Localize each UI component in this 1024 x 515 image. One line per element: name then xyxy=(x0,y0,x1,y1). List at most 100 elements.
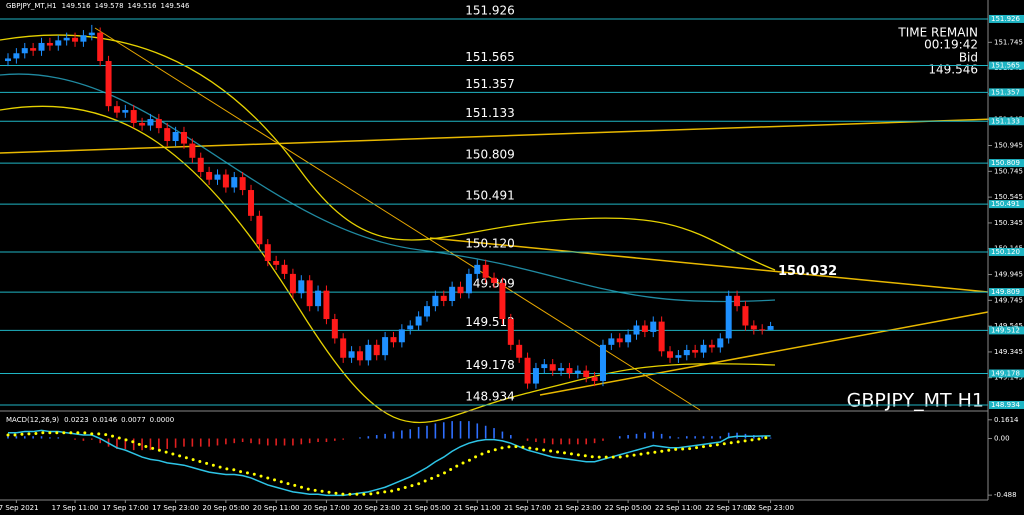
level-tag-label: 150.491 xyxy=(991,200,1020,208)
candle-body xyxy=(172,131,179,142)
macd-histogram-bar xyxy=(158,438,160,449)
macd-histogram-bar xyxy=(769,437,772,439)
macd-histogram-bar xyxy=(258,438,261,445)
candle-body xyxy=(658,321,665,352)
level-label: 149.809 xyxy=(465,277,515,291)
y-tick-label: 150.945 xyxy=(994,142,1023,150)
candle-body xyxy=(214,174,221,180)
moving-average xyxy=(0,73,776,303)
macd-histogram-bar xyxy=(417,426,420,439)
macd-y-tick-label: -0.488 xyxy=(994,491,1017,499)
candle-body xyxy=(147,119,154,126)
level-tag xyxy=(989,61,1024,70)
macd-histogram-bar xyxy=(317,438,319,442)
candle-body xyxy=(424,306,430,317)
macd-histogram-bar xyxy=(325,438,328,442)
macd-histogram-bar xyxy=(459,421,462,439)
macd-histogram-bar xyxy=(116,438,118,449)
candle-body xyxy=(558,368,565,371)
macd-histogram-bar xyxy=(342,438,344,440)
macd-histogram-bar xyxy=(694,436,696,439)
candle-body xyxy=(415,316,422,326)
macd-histogram-bar xyxy=(132,438,135,451)
candle-body xyxy=(21,48,28,54)
macd-histogram-bar xyxy=(442,422,445,439)
candle-body xyxy=(457,286,464,294)
macd-histogram-bar xyxy=(685,436,688,439)
y-tick-label: 150.745 xyxy=(994,167,1023,175)
candle-body xyxy=(273,260,280,265)
candle-body xyxy=(449,286,456,301)
level-label: 151.357 xyxy=(465,77,515,91)
level-tag-label: 151.357 xyxy=(991,88,1020,96)
macd-histogram-bar xyxy=(677,437,680,439)
macd-histogram-bar xyxy=(426,425,428,439)
candle-body xyxy=(189,143,196,158)
candle-body xyxy=(222,174,229,188)
macd-histogram-bar xyxy=(375,435,378,439)
macd-histogram-bar xyxy=(183,438,185,447)
candle-body xyxy=(55,40,62,46)
candle-body xyxy=(507,319,514,345)
candle-body xyxy=(180,131,187,144)
macd-histogram-bar xyxy=(468,421,470,439)
candle-body xyxy=(239,177,246,191)
candle-body xyxy=(708,344,715,348)
macd-histogram-bar xyxy=(334,438,336,441)
candle-body xyxy=(248,190,255,216)
macd-histogram-bar xyxy=(660,433,663,439)
x-tick-label: 22 Sep 17:00 xyxy=(705,504,752,512)
trend-line xyxy=(539,311,989,396)
macd-histogram-bar xyxy=(241,438,244,442)
macd-y-tick-label: 0.00 xyxy=(994,435,1010,443)
macd-histogram-bar xyxy=(669,436,671,439)
candle-body xyxy=(633,325,640,335)
candle-body xyxy=(323,290,330,320)
trend-lines xyxy=(0,27,1024,424)
candle-body xyxy=(130,110,137,123)
candle-body xyxy=(46,42,53,46)
level-label: 149.512 xyxy=(465,315,515,329)
level-tag-label: 151.133 xyxy=(991,117,1020,125)
candle-body xyxy=(197,157,204,172)
price-annotation: 150.032 xyxy=(778,264,837,279)
macd-histogram-bar xyxy=(191,438,194,447)
level-label: 151.926 xyxy=(465,3,515,17)
candle-body xyxy=(231,177,238,188)
level-tag xyxy=(989,369,1024,378)
trend-line xyxy=(429,237,989,293)
header-value: 149.516 xyxy=(62,2,91,10)
watermark: GBPJPY_MT H1 xyxy=(847,390,984,412)
candle-body xyxy=(298,280,305,294)
level-tag-label: 151.926 xyxy=(991,15,1020,23)
macd-header-value: 0.0223 xyxy=(64,416,89,424)
macd-histogram-bar xyxy=(99,438,101,444)
macd-histogram-bar xyxy=(644,432,646,439)
macd-histogram-bar xyxy=(551,438,554,445)
macd-histogram-bar xyxy=(652,431,655,439)
macd-histogram-bar xyxy=(124,438,127,449)
band-line xyxy=(0,34,776,271)
macd-histogram-bar xyxy=(719,436,722,439)
candle-body xyxy=(465,273,472,294)
candle-body xyxy=(541,364,548,369)
candle-body xyxy=(750,325,757,330)
x-tick-label: 17 Sep 23:00 xyxy=(152,504,199,512)
level-tag-label: 148.934 xyxy=(991,401,1020,409)
y-tick-label: 149.545 xyxy=(994,322,1023,330)
candle-body xyxy=(650,321,657,332)
macd-histogram-bar xyxy=(451,421,453,439)
macd-histogram-bar xyxy=(560,438,562,445)
candle-body xyxy=(88,32,95,36)
candle-body xyxy=(583,370,590,378)
x-tick-label: 17 Sep 11:00 xyxy=(52,504,99,512)
macd-histogram-bar xyxy=(216,438,219,446)
x-tick-label: 21 Sep 05:00 xyxy=(404,504,451,512)
macd-histogram-bar xyxy=(367,436,370,439)
candle-body xyxy=(306,280,313,307)
x-tick-label: 22 Sep 11:00 xyxy=(655,504,702,512)
macd-header-value: 0.0146 xyxy=(93,416,118,424)
macd-histogram-bar xyxy=(266,438,269,446)
